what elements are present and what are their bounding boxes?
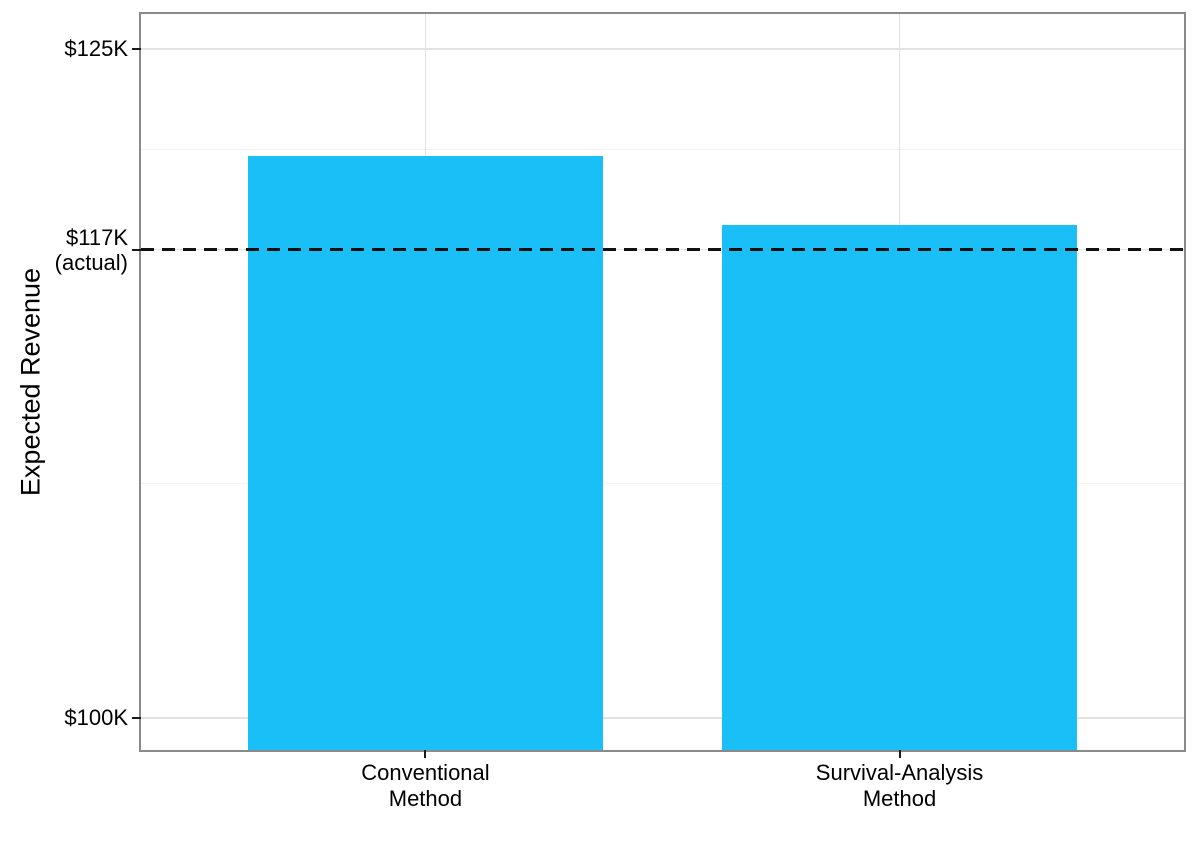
- y-tick-label: $117K (actual): [0, 225, 128, 275]
- x-category-label-line: Survival-Analysis: [815, 760, 984, 785]
- x-category-label-conventional: Conventional Method: [265, 760, 585, 812]
- y-tick-mark: [132, 248, 141, 251]
- gridline-y-minor: [141, 148, 1184, 150]
- x-category-label-line: Conventional: [361, 760, 490, 785]
- y-tick-mark: [132, 716, 141, 719]
- x-category-label-survival-analysis: Survival-Analysis Method: [740, 760, 1060, 812]
- y-tick-label-line: $100K: [64, 705, 128, 731]
- x-tick-mark: [424, 750, 427, 758]
- bar-conventional: [247, 155, 604, 750]
- y-axis-title: Expected Revenue: [15, 267, 46, 497]
- y-tick-label: $100K: [0, 705, 128, 730]
- y-tick-label-line: $125K: [64, 36, 128, 62]
- y-tick-label-line: $117K: [66, 224, 128, 250]
- x-category-label-line: Method: [388, 786, 463, 811]
- gridline-y-major: [141, 48, 1184, 50]
- y-tick-mark: [132, 47, 141, 50]
- actual-revenue-reference-line: [141, 248, 1184, 252]
- gridline-y-minor: [141, 483, 1184, 485]
- plot-area: [141, 14, 1184, 750]
- y-tick-label: $125K: [0, 36, 128, 61]
- y-tick-label-line: (actual): [54, 249, 128, 275]
- x-category-label-line: Method: [862, 786, 937, 811]
- x-tick-mark: [898, 750, 901, 758]
- gridline-y-major: [141, 717, 1184, 719]
- bar-survival-analysis: [721, 225, 1078, 750]
